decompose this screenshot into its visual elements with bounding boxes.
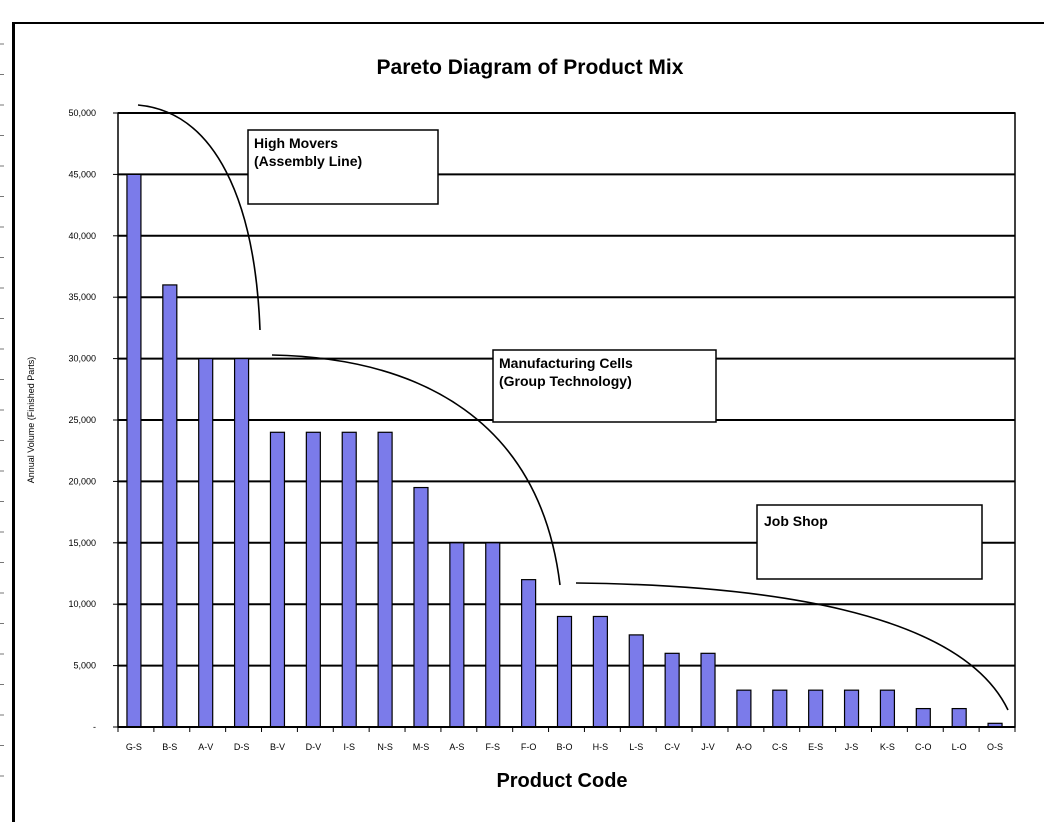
- bar-A-V: [198, 358, 214, 728]
- y-tick-label: 35,000: [68, 292, 96, 302]
- bar-J-V: [700, 652, 716, 728]
- pareto-curve-2: [271, 354, 561, 586]
- annotation-frame: [756, 504, 983, 580]
- x-tick-label: H-S: [593, 742, 609, 752]
- y-tick-label: 5,000: [73, 661, 96, 671]
- bar-L-S: [628, 634, 644, 728]
- bar-I-S: [341, 431, 357, 728]
- x-tick-label: E-S: [808, 742, 823, 752]
- bar-M-S: [413, 486, 429, 728]
- x-tick-labels: G-S B-S A-V D-S B-V D-V I-S N-S M-S A-S F-S F-O B-O H…: [126, 742, 1003, 752]
- y-tick-label: 15,000: [68, 538, 96, 548]
- x-tick-label: N-S: [377, 742, 393, 752]
- left-edge-ruler: [0, 43, 4, 777]
- annotations: High Movers (Assembly Line) Manufacturing …: [247, 129, 983, 580]
- x-tick-label: A-O: [736, 742, 752, 752]
- x-tick-label: B-V: [270, 742, 285, 752]
- x-tick-label: C-O: [915, 742, 932, 752]
- y-tick-label: 20,000: [68, 476, 96, 486]
- bar-F-O: [521, 579, 537, 728]
- x-tick-label: D-V: [306, 742, 322, 752]
- x-tick-label: F-O: [521, 742, 537, 752]
- bar-C-S: [772, 689, 788, 728]
- x-tick-label: O-S: [987, 742, 1003, 752]
- y-tick-label: 45,000: [68, 169, 96, 179]
- bar-K-S: [879, 689, 896, 728]
- bar-F-S: [485, 542, 501, 728]
- bar-B-O: [556, 615, 573, 728]
- bar-A-O: [736, 689, 752, 728]
- bars: [126, 173, 1003, 728]
- bar-E-S: [808, 689, 824, 728]
- x-tick-label: I-S: [343, 742, 355, 752]
- y-axis-label: Annual Volume (Finished Parts): [26, 357, 36, 484]
- x-tick-label: B-O: [556, 742, 572, 752]
- chart-frame: [12, 22, 1044, 822]
- annotation-text: Manufacturing Cells: [499, 355, 633, 371]
- annotation-text: High Movers: [254, 135, 338, 151]
- y-tick-label: -: [93, 722, 96, 732]
- pareto-curve-1: [137, 104, 261, 331]
- y-tick-label: 30,000: [68, 354, 96, 364]
- bar-H-S: [592, 615, 608, 728]
- pareto-curve-3: [575, 582, 1009, 711]
- annotation-box-2: Manufacturing Cells (Group Technology): [492, 349, 717, 423]
- y-tick-label: 10,000: [68, 599, 96, 609]
- bar-N-S: [377, 431, 393, 728]
- x-tick-label: L-S: [629, 742, 643, 752]
- y-tick-label: 50,000: [68, 108, 96, 118]
- x-tick-label: K-S: [880, 742, 895, 752]
- annotation-frame: [492, 349, 717, 423]
- y-tick-label: 40,000: [68, 231, 96, 241]
- bar-A-S: [449, 542, 465, 728]
- y-tick-labels: - 5,000 10,000 15,000 20,000 25,000 30,000 35,0…: [68, 108, 96, 732]
- x-tick-label: J-S: [845, 742, 859, 752]
- pareto-curves: [137, 104, 1009, 711]
- bar-D-V: [305, 431, 321, 728]
- x-tick-label: G-S: [126, 742, 142, 752]
- bar-G-S: [126, 173, 142, 728]
- x-tick-label: A-V: [198, 742, 213, 752]
- bar-L-O: [951, 707, 967, 728]
- bar-B-V: [269, 431, 286, 728]
- x-tick-label: L-O: [952, 742, 967, 752]
- axes: [113, 112, 1016, 732]
- annotation-frame: [247, 129, 439, 205]
- x-tick-label: M-S: [413, 742, 430, 752]
- x-axis-label: Product Code: [496, 770, 627, 792]
- x-tick-label: D-S: [234, 742, 250, 752]
- bar-C-V: [664, 652, 680, 728]
- bar-B-S: [162, 284, 178, 728]
- pareto-chart: Pareto Diagram of Product Mix - 5,000 10,0…: [26, 56, 1016, 792]
- x-tick-label: C-S: [772, 742, 788, 752]
- chart-title: Pareto Diagram of Product Mix: [377, 56, 684, 79]
- bar-J-S: [843, 689, 860, 728]
- x-tick-label: F-S: [485, 742, 500, 752]
- bar-C-O: [915, 707, 931, 728]
- annotation-text: Job Shop: [764, 513, 828, 529]
- annotation-box-1: High Movers (Assembly Line): [247, 129, 439, 205]
- annotation-text: (Group Technology): [499, 373, 632, 389]
- x-tick-label: A-S: [449, 742, 464, 752]
- y-tick-label: 25,000: [68, 415, 96, 425]
- bar-D-S: [233, 358, 250, 728]
- annotation-text: (Assembly Line): [254, 153, 362, 169]
- x-tick-label: B-S: [162, 742, 177, 752]
- x-tick-label: C-V: [664, 742, 680, 752]
- annotation-box-3: Job Shop: [756, 504, 983, 580]
- x-tick-label: J-V: [701, 742, 715, 752]
